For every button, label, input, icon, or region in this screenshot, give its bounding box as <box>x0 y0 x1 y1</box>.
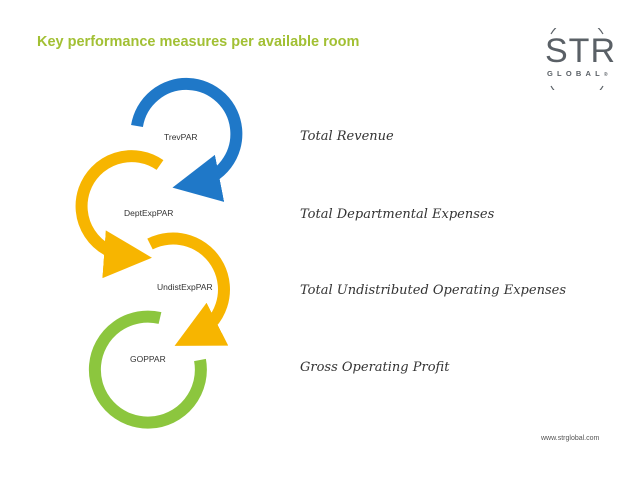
goppar-ring <box>88 310 207 429</box>
undistexppar-ring <box>147 232 230 346</box>
measure-departmental-expenses: Total Departmental Expenses <box>300 207 495 222</box>
logo-wordmark: STR <box>545 32 616 70</box>
deptexppar-ring <box>75 150 164 279</box>
trevpar-ring <box>131 77 243 202</box>
registered-mark: ® <box>603 72 608 78</box>
measure-gross-operating-profit: Gross Operating Profit <box>300 360 450 375</box>
logo-subtitle: GLOBAL® <box>547 69 608 78</box>
logo-arc-icon <box>550 28 604 90</box>
ring-label-deptexppar: DeptExpPAR <box>124 208 174 218</box>
ring-label-undistexppar: UndistExpPAR <box>157 282 213 292</box>
measure-undistributed-expenses: Total Undistributed Operating Expenses <box>300 283 566 298</box>
ring-label-trevpar: TrevPAR <box>164 132 198 142</box>
page-title: Key performance measures per available r… <box>37 34 360 50</box>
measure-total-revenue: Total Revenue <box>300 129 394 144</box>
str-global-logo: STR GLOBAL® <box>537 28 617 90</box>
ring-label-goppar: GOPPAR <box>130 354 166 364</box>
footer-url: www.strglobal.com <box>541 435 600 442</box>
